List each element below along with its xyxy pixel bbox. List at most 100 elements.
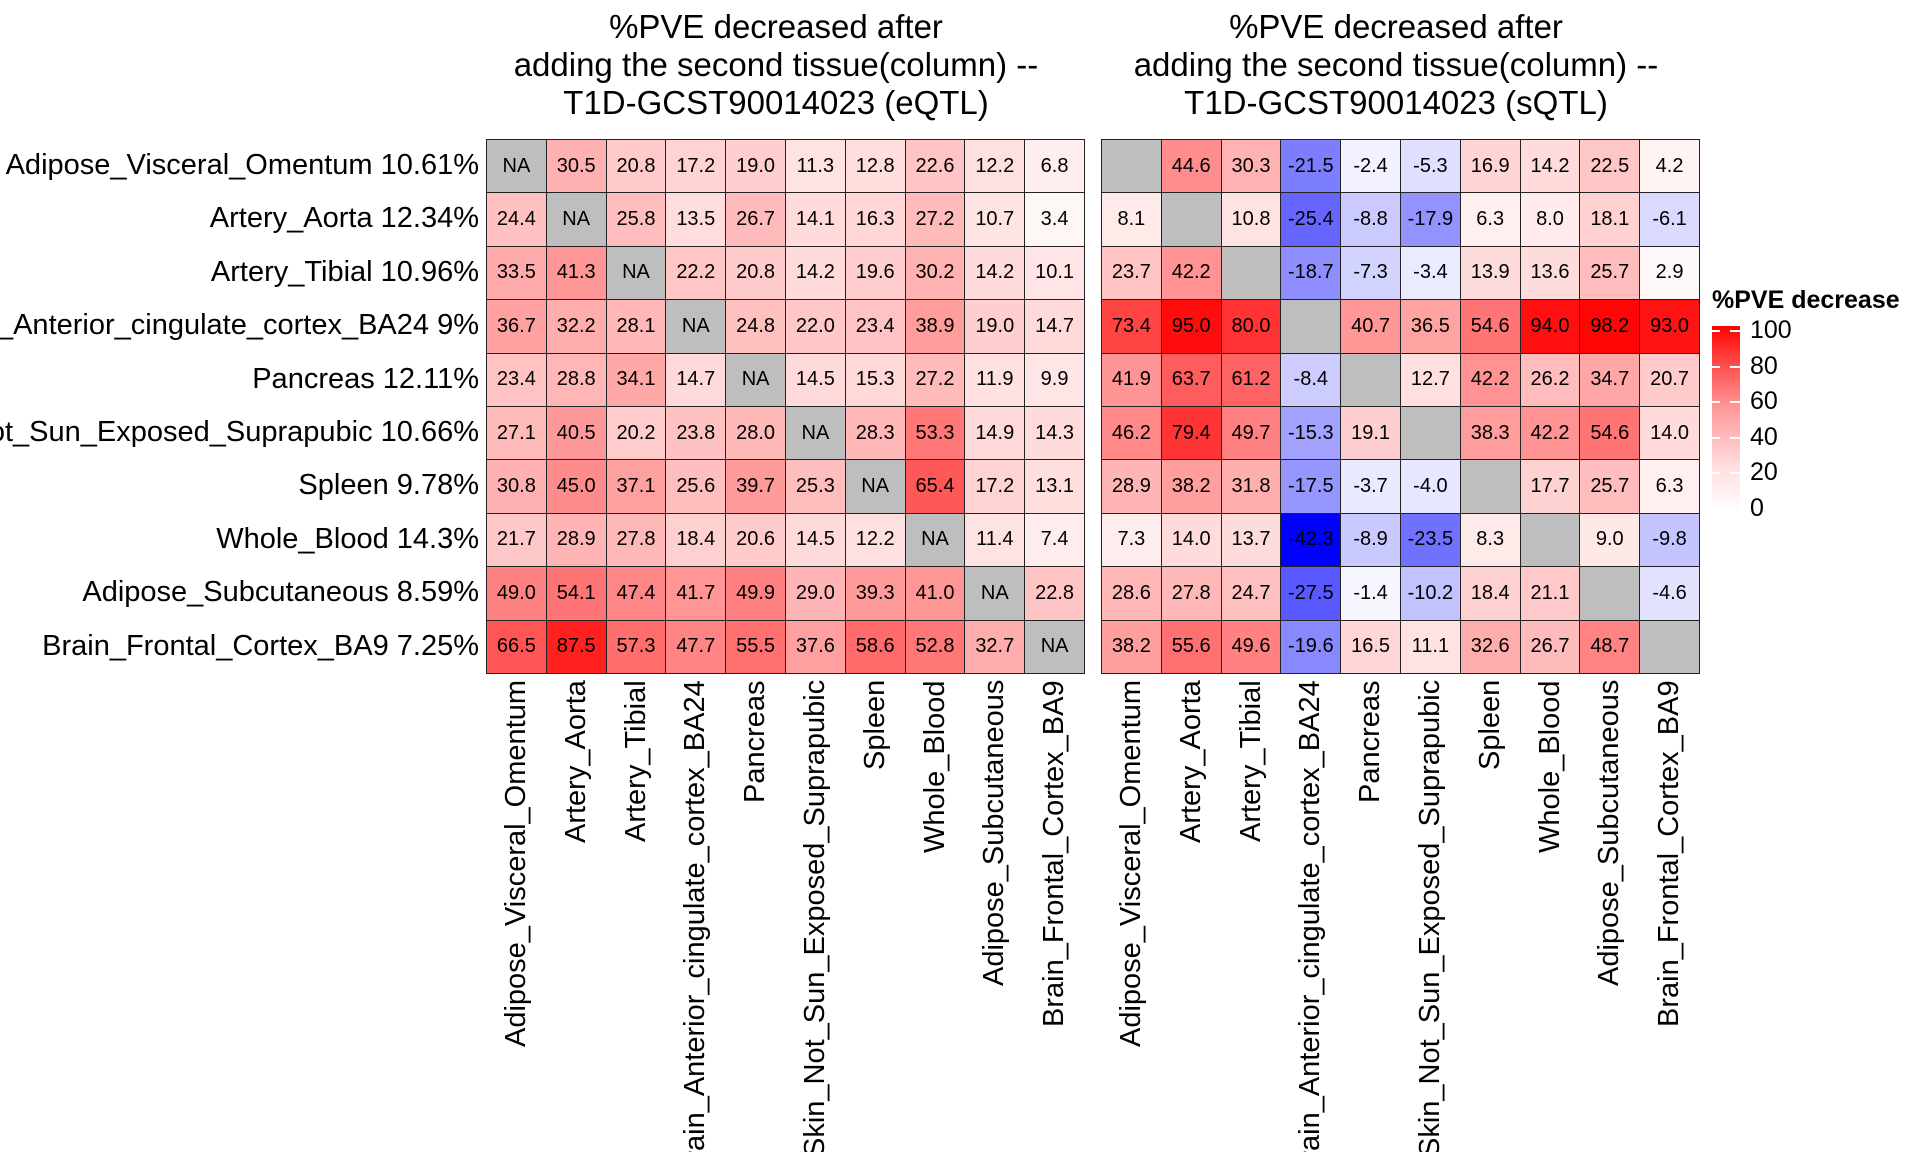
heatmap-cell: NA [964,566,1026,621]
heatmap-cell: 22.6 [904,139,966,194]
column-label: Adipose_Visceral_Omentum [499,680,532,1047]
heatmap-cell: 25.6 [665,459,727,514]
heatmap-cell: 14.5 [785,512,846,568]
eqtl-title-line-2: adding the second tissue(column) -- [513,46,1039,83]
heatmap-cell: 19.6 [844,245,906,301]
heatmap-cell: 7.3 [1101,512,1162,568]
heatmap-cell: 14.7 [1024,299,1085,354]
heatmap-cell: 27.8 [1160,566,1222,621]
heatmap-cell: 34.7 [1579,352,1641,407]
heatmap-cell: -3.7 [1340,459,1401,514]
heatmap-cell: 25.7 [1579,245,1641,301]
heatmap-cell: -4.6 [1639,566,1700,621]
heatmap-cell: 20.8 [725,245,786,301]
legend-tick-mark [1712,436,1720,439]
heatmap-cell: 13.6 [1519,245,1581,301]
legend-tick-label: 100 [1750,316,1792,344]
heatmap-cell: 15.3 [844,352,906,407]
heatmap-cell: 10.8 [1220,192,1282,247]
heatmap-cell: NA [844,459,906,514]
heatmap-cell: 20.8 [605,139,667,194]
heatmap-cell: 12.7 [1400,352,1461,407]
heatmap-cell: 98.2 [1579,299,1641,354]
heatmap-cell: 27.8 [605,512,667,568]
heatmap-cell: 54.6 [1459,299,1521,354]
legend-tick-mark [1712,401,1720,404]
legend-color-bar [1712,326,1740,512]
heatmap-cell: 22.5 [1579,139,1641,194]
heatmap-cell: 9.9 [1024,352,1085,407]
heatmap-cell: 42.2 [1459,352,1521,407]
heatmap-cell: 4.2 [1639,139,1700,194]
legend-tick-label: 60 [1750,387,1778,416]
heatmap-cell: 28.6 [1101,566,1162,621]
heatmap-cell: 24.4 [486,192,547,247]
heatmap-cell: 42.2 [1519,406,1581,461]
column-label: Artery_Tibial [1234,680,1267,842]
heatmap-cell: 41.7 [665,566,727,621]
heatmap-cell [1639,619,1700,674]
heatmap-cell: 32.2 [545,299,607,354]
heatmap-cell [1160,192,1222,247]
heatmap-cell: 34.1 [605,352,667,407]
heatmap-cell: 55.5 [725,619,786,674]
column-label: Adipose_Visceral_Omentum [1114,680,1147,1047]
heatmap-cell: 24.7 [1220,566,1282,621]
legend-tick-mark [1712,365,1720,368]
heatmap-cell: 28.0 [725,406,786,461]
heatmap-cell: 11.9 [964,352,1026,407]
heatmap-cell: 38.3 [1459,406,1521,461]
heatmap-cell: 95.0 [1160,299,1222,354]
heatmap-cell: 25.7 [1579,459,1641,514]
heatmap-cell: -27.5 [1280,566,1342,621]
legend-tick-mark [1730,436,1740,439]
column-label: Brain_Frontal_Cortex_BA9 [1653,680,1686,1027]
heatmap-cell: -5.3 [1400,139,1461,194]
heatmap-cell: 16.5 [1340,619,1401,674]
heatmap-cell: 28.1 [605,299,667,354]
heatmap-cell: 8.1 [1101,192,1162,247]
heatmap-cell [1459,459,1521,514]
row-label: Artery_Tibial 10.96% [210,255,479,288]
heatmap-cell: 8.0 [1519,192,1581,247]
heatmap-cell: 54.1 [545,566,607,621]
heatmap-cell: 23.7 [1101,245,1162,301]
heatmap-cell: 48.7 [1579,619,1641,674]
heatmap-cell: 14.2 [1519,139,1581,194]
heatmap-cell: 38.2 [1101,619,1162,674]
row-label: Skin_Not_Sun_Exposed_Suprapubic 10.66% [0,416,479,448]
heatmap-cell: 19.0 [964,299,1026,354]
heatmap-cell: 58.6 [844,619,906,674]
heatmap-cell: 14.0 [1639,406,1700,461]
heatmap-cell: 93.0 [1639,299,1700,354]
heatmap-cell: -42.3 [1280,512,1342,568]
heatmap-cell: 28.9 [1101,459,1162,514]
row-label: Whole_Blood 14.3% [216,522,479,555]
heatmap-cell: 94.0 [1519,299,1581,354]
heatmap-cell: 18.4 [1459,566,1521,621]
heatmap-cell: 55.6 [1160,619,1222,674]
heatmap-cell: NA [665,299,727,354]
heatmap-cell: 39.7 [725,459,786,514]
heatmap-cell: -6.1 [1639,192,1700,247]
heatmap-cell: 6.3 [1639,459,1700,514]
heatmap-cell: 33.5 [486,245,547,301]
legend-tick-label: 0 [1750,494,1764,522]
heatmap-cell: 26.7 [725,192,786,247]
column-label: Skin_Not_Sun_Exposed_Suprapubic [1413,680,1446,1152]
row-label: Artery_Aorta 12.34% [209,202,479,235]
heatmap-cell: 23.4 [844,299,906,354]
heatmap-cell: 14.5 [785,352,846,407]
heatmap-cell [1579,566,1641,621]
legend-tick-mark [1730,330,1740,332]
heatmap-cell: 8.3 [1459,512,1521,568]
eqtl-title-line-1: %PVE decreased after [609,8,943,45]
heatmap-cell: 18.4 [665,512,727,568]
heatmap-cell: 10.7 [964,192,1026,247]
column-label: Whole_Blood [1533,680,1566,853]
row-label: Brain_Frontal_Cortex_BA9 7.25% [42,629,479,662]
column-label: Spleen [1473,680,1506,771]
heatmap-cell: 21.7 [486,512,547,568]
heatmap-cell: 49.7 [1220,406,1282,461]
heatmap-cell: 2.9 [1639,245,1700,301]
